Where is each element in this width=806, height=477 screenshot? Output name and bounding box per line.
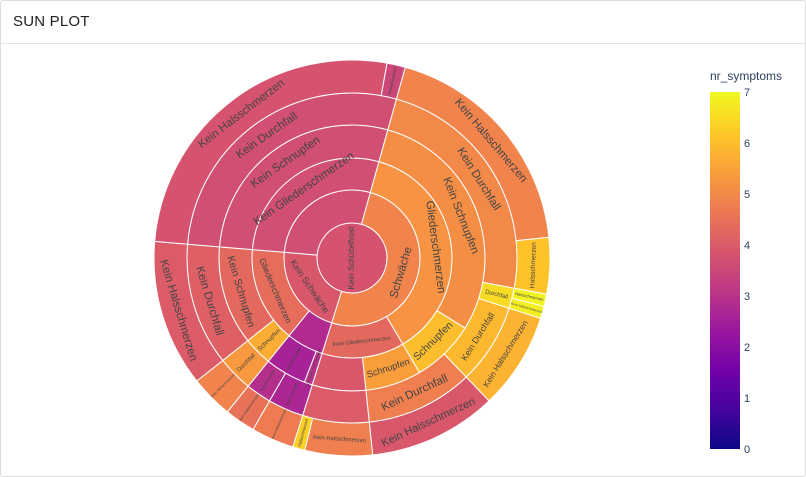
- colorbar-tick-label: 2: [744, 342, 750, 354]
- colorbar-tick-label: 7: [744, 87, 750, 99]
- colorbar: nr_symptoms 0 1 2 3 4 5 6 7: [710, 69, 782, 456]
- page-title: SUN PLOT: [13, 13, 90, 30]
- segment-label: Durchfall: [484, 289, 508, 301]
- colorbar-tick-label: 1: [744, 393, 750, 405]
- colorbar-tick-label: 5: [744, 189, 750, 201]
- segment-label: Halsschmerzen: [515, 291, 545, 302]
- colorbar-title: nr_symptoms: [710, 69, 782, 83]
- colorbar-tick-label: 6: [744, 138, 750, 150]
- colorbar-gradient: [710, 92, 740, 449]
- colorbar-tick-label: 0: [744, 444, 750, 456]
- segment-label: Halsschmerzen: [529, 242, 538, 289]
- colorbar-tick-label: 4: [744, 240, 750, 252]
- header-bar: SUN PLOT: [1, 1, 805, 44]
- segment-label: Halsschmerzen: [386, 66, 397, 96]
- sunburst-segment[interactable]: [302, 384, 370, 424]
- segment-label: Kein Schüttelfrost: [347, 226, 356, 289]
- colorbar-tick-label: 3: [744, 291, 750, 303]
- segment-label: Kein Halsschmerzen: [313, 435, 366, 445]
- sunburst-segment[interactable]: [380, 62, 406, 100]
